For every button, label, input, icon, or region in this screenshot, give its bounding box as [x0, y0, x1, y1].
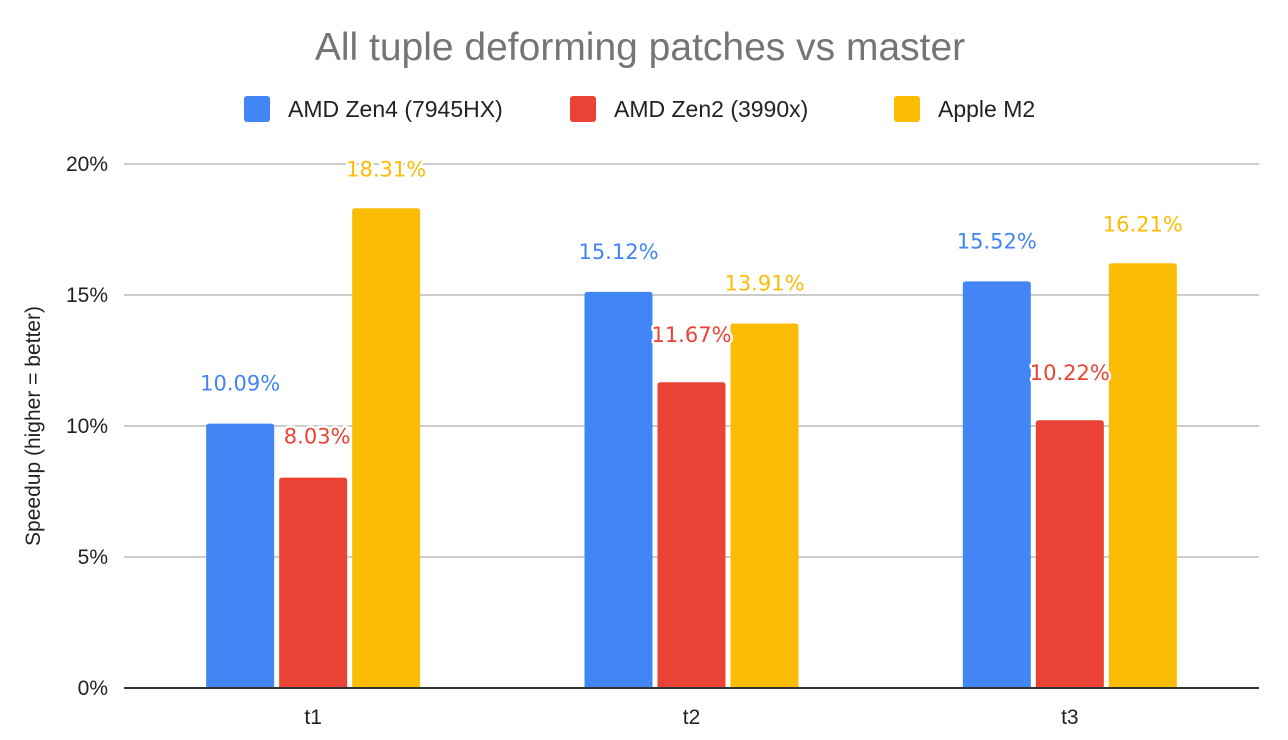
bar: [962, 281, 1031, 688]
y-axis-title: Speedup (higher = better): [22, 306, 45, 546]
data-label: 13.91%: [724, 272, 804, 296]
y-tick-label: 15%: [66, 284, 108, 307]
bar: [584, 291, 653, 688]
legend-item: AMD Zen2 (3990x): [570, 96, 808, 122]
y-tick-label: 10%: [66, 415, 108, 438]
legend-label: Apple M2: [938, 96, 1035, 122]
legend-label: AMD Zen4 (7945HX): [288, 96, 503, 122]
legend-swatch: [570, 96, 596, 122]
x-tick-label: t2: [683, 706, 701, 729]
x-tick-label: t3: [1061, 706, 1079, 729]
data-label: 10.09%: [200, 372, 280, 396]
x-tick-label: t1: [304, 706, 322, 729]
data-label: 8.03%: [284, 425, 351, 449]
bar: [657, 382, 726, 688]
legend-swatch: [244, 96, 270, 122]
data-label: 15.12%: [578, 240, 658, 264]
legend-item: Apple M2: [894, 96, 1035, 122]
data-label: 15.52%: [957, 229, 1037, 253]
bar: [206, 423, 275, 688]
y-tick-label: 5%: [78, 546, 108, 569]
bar: [279, 477, 348, 688]
bar: [730, 323, 799, 688]
x-axis-ticks: t1 t2 t3: [304, 706, 1078, 729]
y-tick-label: 0%: [78, 677, 108, 700]
data-labels: 10.09% 8.03% 18.31% 15.12% 11.67% 13.91% 15.52…: [198, 155, 1186, 451]
legend: AMD Zen4 (7945HX) AMD Zen2 (3990x) Apple M…: [244, 96, 1035, 122]
y-tick-label: 20%: [66, 153, 108, 176]
data-label: 10.22%: [1030, 361, 1110, 385]
bar: [1108, 263, 1177, 688]
bars: [206, 208, 1177, 688]
legend-swatch: [894, 96, 920, 122]
bar: [352, 208, 421, 688]
data-label: 11.67%: [651, 323, 731, 347]
data-label: 16.21%: [1103, 212, 1183, 236]
data-label: 18.31%: [346, 157, 426, 181]
chart-title: All tuple deforming patches vs master: [315, 26, 965, 69]
legend-label: AMD Zen2 (3990x): [614, 96, 808, 122]
y-axis-ticks: 0% 5% 10% 15% 20%: [66, 153, 108, 700]
legend-item: AMD Zen4 (7945HX): [244, 96, 503, 122]
bar: [1035, 420, 1104, 688]
